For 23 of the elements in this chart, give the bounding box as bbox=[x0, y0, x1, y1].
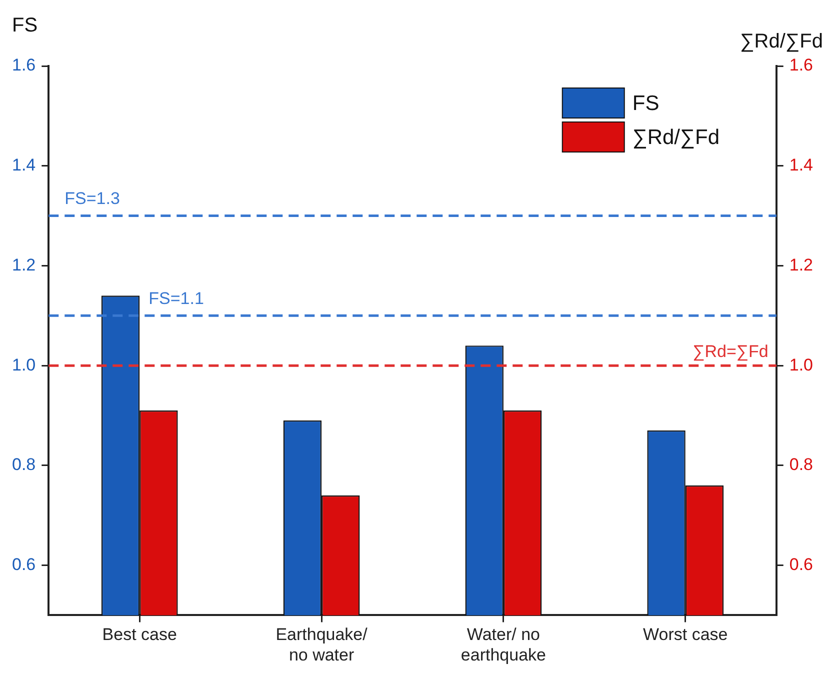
x-tick-label: Worst case bbox=[643, 625, 728, 644]
legend-label: FS bbox=[632, 92, 660, 115]
x-tick-label: Earthquake/ no water bbox=[276, 625, 368, 664]
legend-label: ∑Rd/∑Fd bbox=[632, 126, 720, 149]
y-tick-label: 0.8 bbox=[12, 455, 36, 474]
y2-tick-label: 0.6 bbox=[789, 554, 814, 574]
y-tick-label: 1.4 bbox=[12, 156, 36, 175]
x-tick-label: Best case bbox=[102, 625, 177, 644]
y2-tick-label: 1.0 bbox=[789, 355, 814, 374]
ref-line-label: ∑Rd=∑Fd bbox=[692, 342, 768, 361]
y-tick-label: 1.0 bbox=[12, 355, 36, 374]
y2-tick-label: 0.8 bbox=[789, 455, 814, 474]
ref-line-label: FS=1.3 bbox=[64, 188, 120, 208]
y-tick-label: 1.2 bbox=[12, 255, 36, 274]
y2-tick-label: 1.2 bbox=[789, 255, 814, 274]
y-tick-label: 1.6 bbox=[12, 56, 36, 75]
y-tick-label: 0.6 bbox=[12, 554, 36, 574]
y2-tick-label: 1.6 bbox=[789, 56, 814, 75]
y2-axis-title: ∑Rd/∑Fd bbox=[740, 30, 823, 53]
y-axis-title: FS bbox=[12, 14, 38, 37]
ref-line-label: FS=1.1 bbox=[148, 288, 204, 308]
y2-tick-label: 1.4 bbox=[789, 156, 814, 175]
x-tick-label: Water/ no earthquake bbox=[460, 625, 546, 664]
